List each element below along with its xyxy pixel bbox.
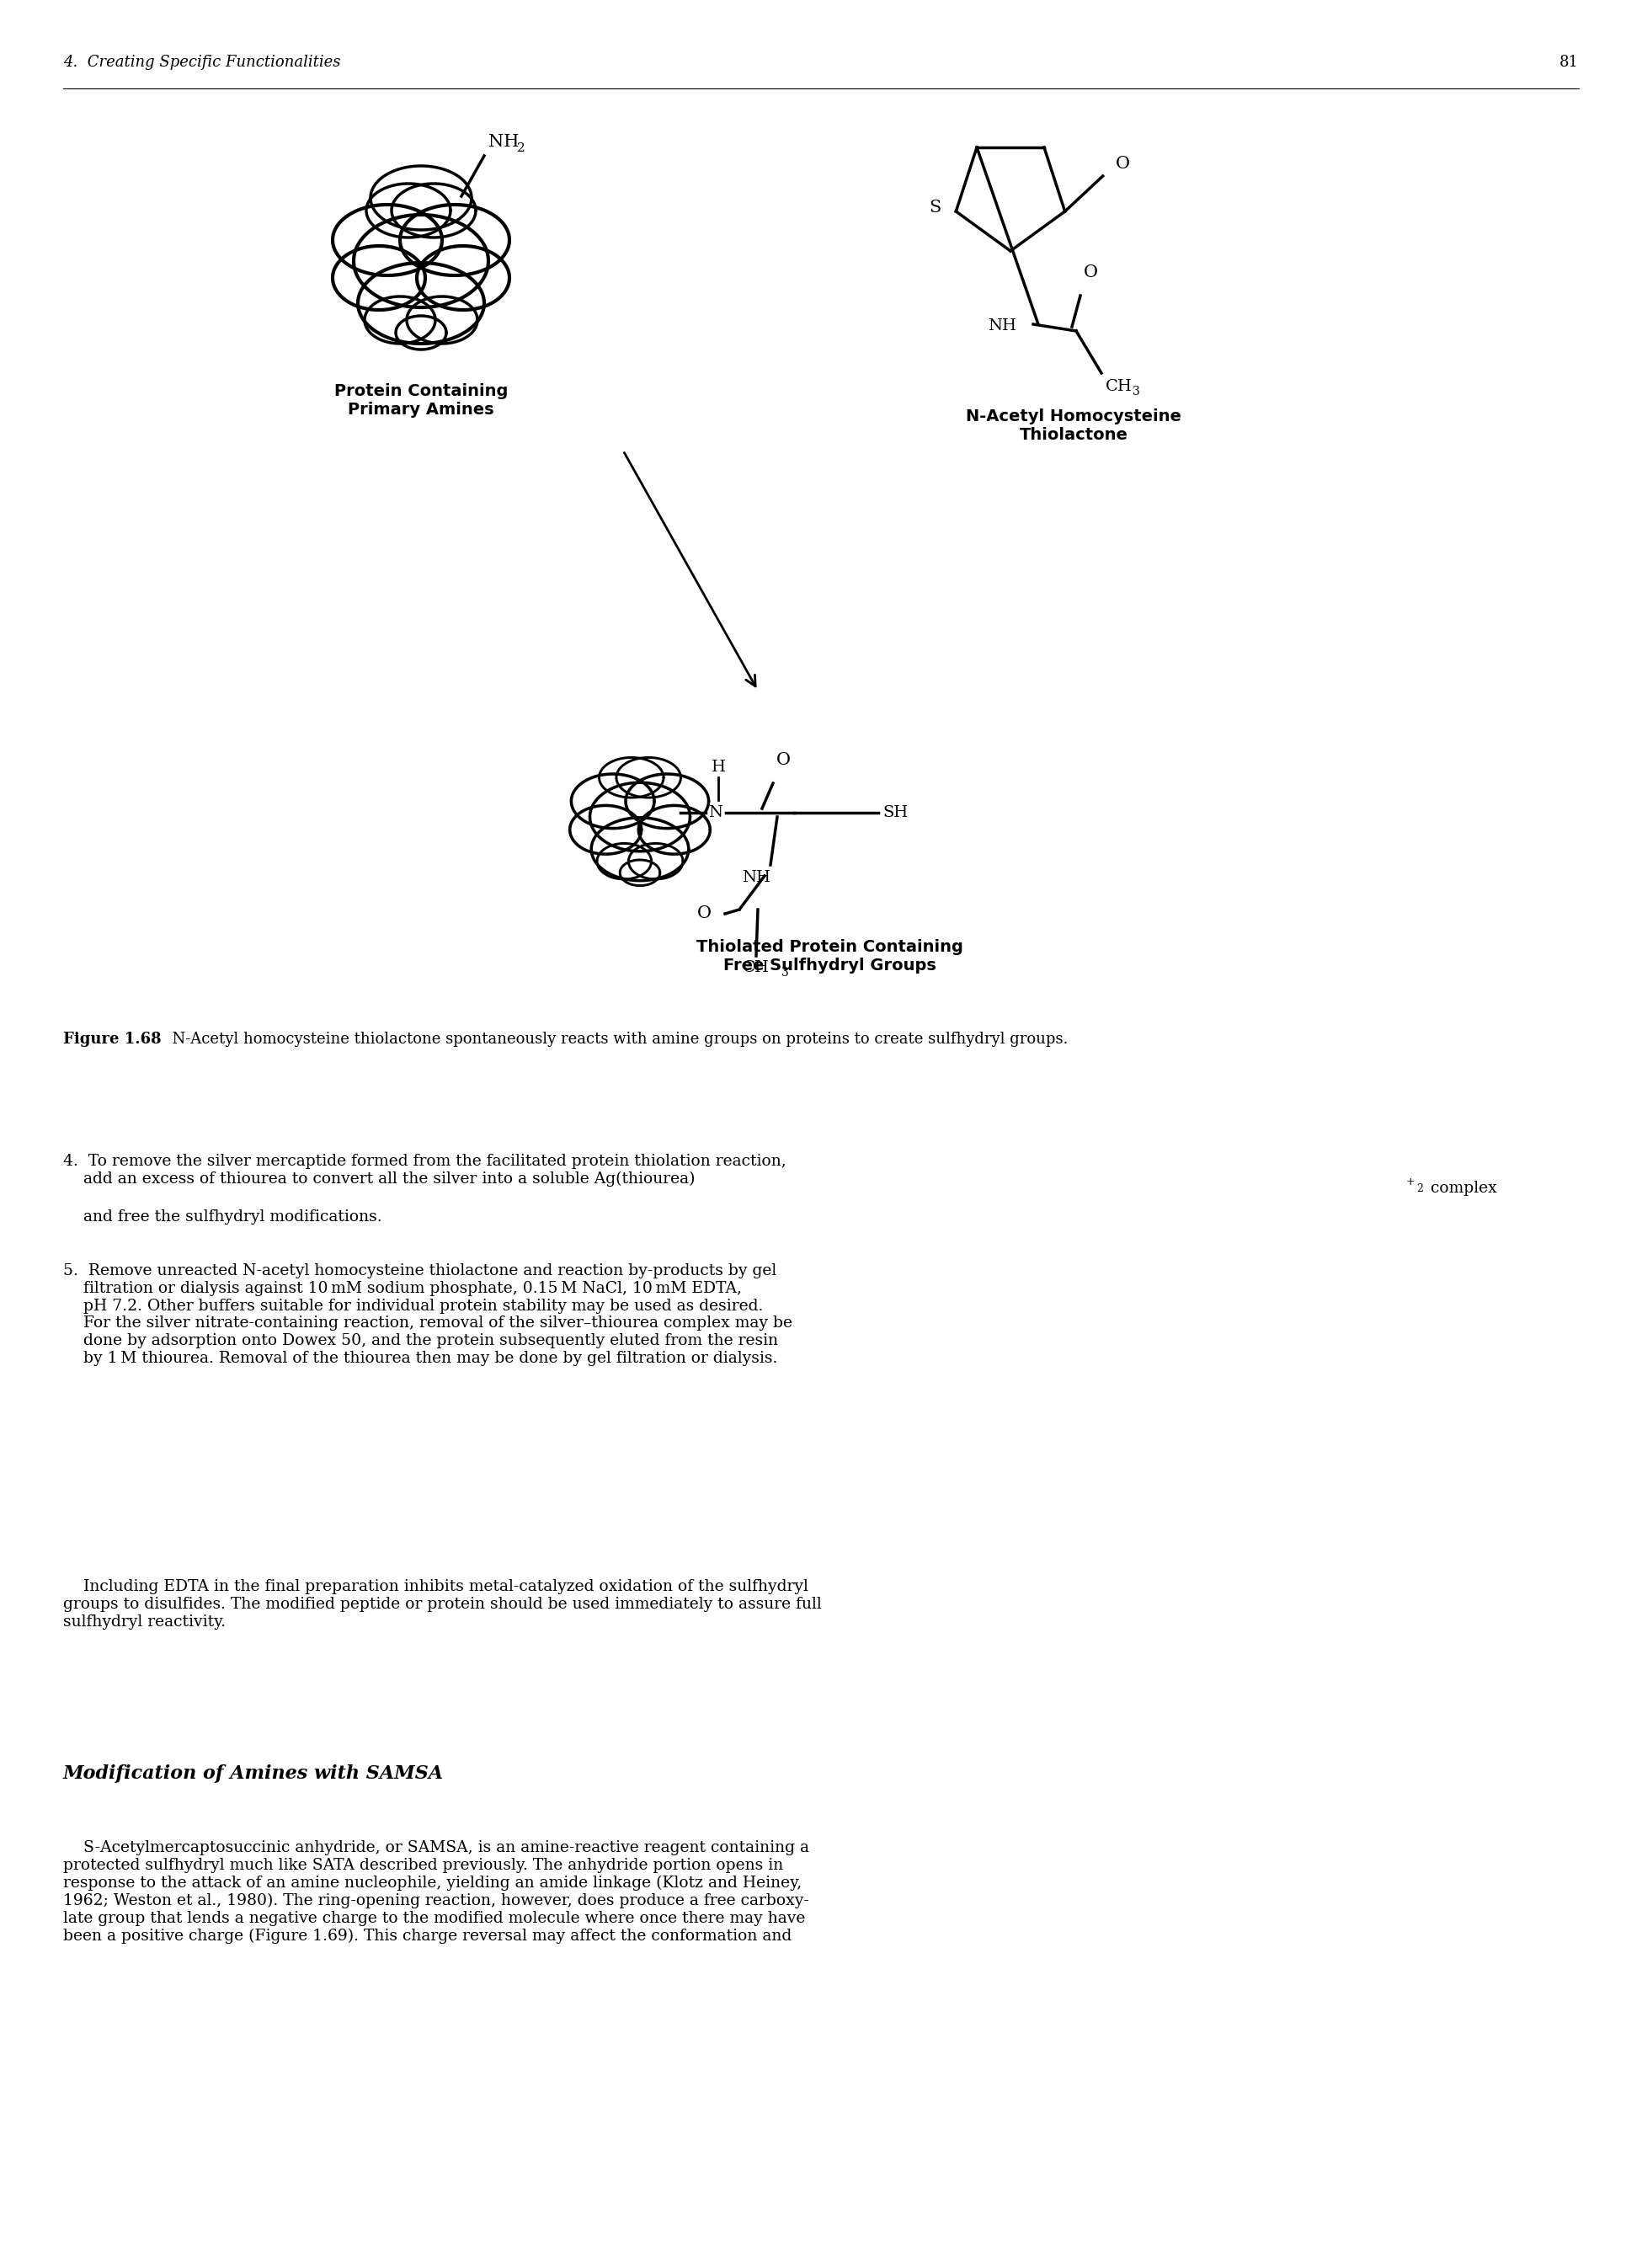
Text: N-Acetyl homocysteine thiolactone spontaneously reacts with amine groups on prot: N-Acetyl homocysteine thiolactone sponta… [163,1032,1067,1048]
Text: O: O [1084,265,1098,281]
Text: S-Acetylmercaptosuccinic anhydride, or SAMSA, is an amine-reactive reagent conta: S-Acetylmercaptosuccinic anhydride, or S… [62,1839,810,1944]
Text: 2: 2 [1417,1184,1424,1195]
Text: Thiolated Protein Containing
Free Sulfhydryl Groups: Thiolated Protein Containing Free Sulfhy… [696,939,962,973]
Text: and free the sulfhydryl modifications.: and free the sulfhydryl modifications. [62,1209,383,1225]
Text: 5.  Remove unreacted N-acetyl homocysteine thiolactone and reaction by-products : 5. Remove unreacted N-acetyl homocystein… [62,1263,793,1365]
Text: 81: 81 [1560,54,1580,70]
Text: O: O [698,905,711,921]
Text: Figure 1.68: Figure 1.68 [62,1032,161,1048]
Text: N: N [709,805,722,821]
Text: 4.  To remove the silver mercaptide formed from the facilitated protein thiolati: 4. To remove the silver mercaptide forme… [62,1154,787,1186]
Text: N-Acetyl Homocysteine
Thiolactone: N-Acetyl Homocysteine Thiolactone [965,408,1181,442]
Text: +: + [1406,1177,1415,1188]
Text: 3: 3 [1133,386,1140,397]
Text: S: S [929,200,941,215]
Text: 3: 3 [782,966,788,978]
Text: NH: NH [488,134,519,150]
Text: SH: SH [882,805,908,821]
Text: O: O [777,753,791,769]
Text: Protein Containing
Primary Amines: Protein Containing Primary Amines [333,383,507,417]
Text: NH: NH [742,871,770,885]
Text: H: H [711,760,726,776]
Text: complex: complex [1425,1182,1498,1195]
Text: 2: 2 [517,143,525,154]
Text: NH: NH [988,318,1016,333]
Text: O: O [1115,156,1130,172]
Text: Modification of Amines with SAMSA: Modification of Amines with SAMSA [62,1765,443,1783]
Text: 4.  Creating Specific Functionalities: 4. Creating Specific Functionalities [62,54,340,70]
Text: CH: CH [1105,379,1133,395]
Text: Including EDTA in the final preparation inhibits metal-catalyzed oxidation of th: Including EDTA in the final preparation … [62,1579,821,1628]
Text: CH: CH [742,959,770,975]
